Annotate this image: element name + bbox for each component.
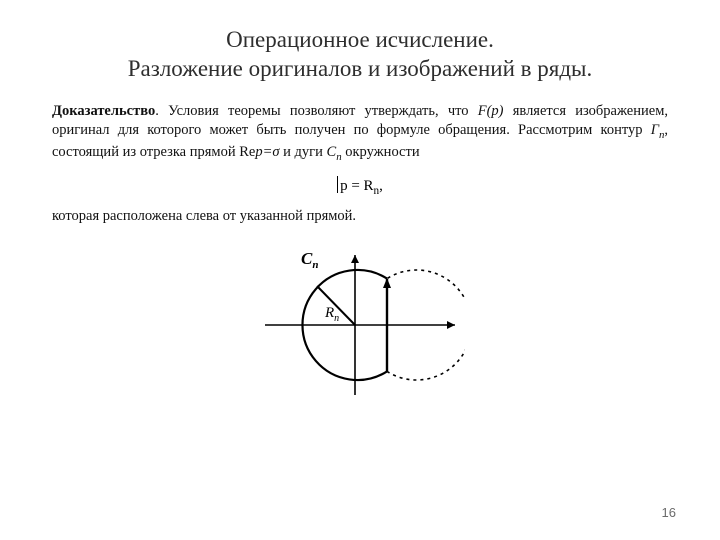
label-cn: Cn [301, 249, 318, 271]
formula-rn: Rn [364, 178, 380, 194]
contour-diagram: Cn Rn [52, 245, 668, 420]
c-n: Cn [327, 144, 342, 160]
proof-label: Доказательство [52, 103, 155, 119]
formula-p: p [340, 178, 348, 194]
formula: p = Rn, [52, 176, 668, 197]
x-axis-arrow [447, 321, 455, 329]
formula-comma: , [379, 178, 383, 194]
c-letter: C [327, 144, 337, 160]
r-letter: R [364, 178, 374, 194]
paragraph-1: Доказательство. Условия теоремы позволяю… [52, 102, 668, 165]
title-line-2: Разложение оригиналов и изображений в ря… [128, 56, 593, 81]
p1-d: и дуги [280, 144, 327, 160]
fp: F(p) [478, 103, 504, 119]
title-line-1: Операционное исчисление. [226, 27, 494, 52]
formula-eq: = [348, 178, 364, 194]
chord-arrow [383, 278, 391, 288]
diagram-svg: Cn Rn [255, 245, 465, 415]
page-title: Операционное исчисление. Разложение ориг… [52, 26, 668, 84]
paragraph-2: которая расположена слева от указанной п… [52, 207, 668, 227]
page-number: 16 [662, 505, 676, 520]
p1-e: окружности [342, 144, 420, 160]
abs-bar [337, 176, 338, 193]
gamma-n: Гn [651, 122, 665, 138]
p1-a: . Условия теоремы позволяют утверждать, … [155, 103, 478, 119]
y-axis-arrow [351, 255, 359, 263]
p-eq-sigma: p=σ [255, 144, 279, 160]
gamma-letter: Г [651, 122, 659, 138]
p2: которая расположена слева от указанной п… [52, 208, 356, 224]
